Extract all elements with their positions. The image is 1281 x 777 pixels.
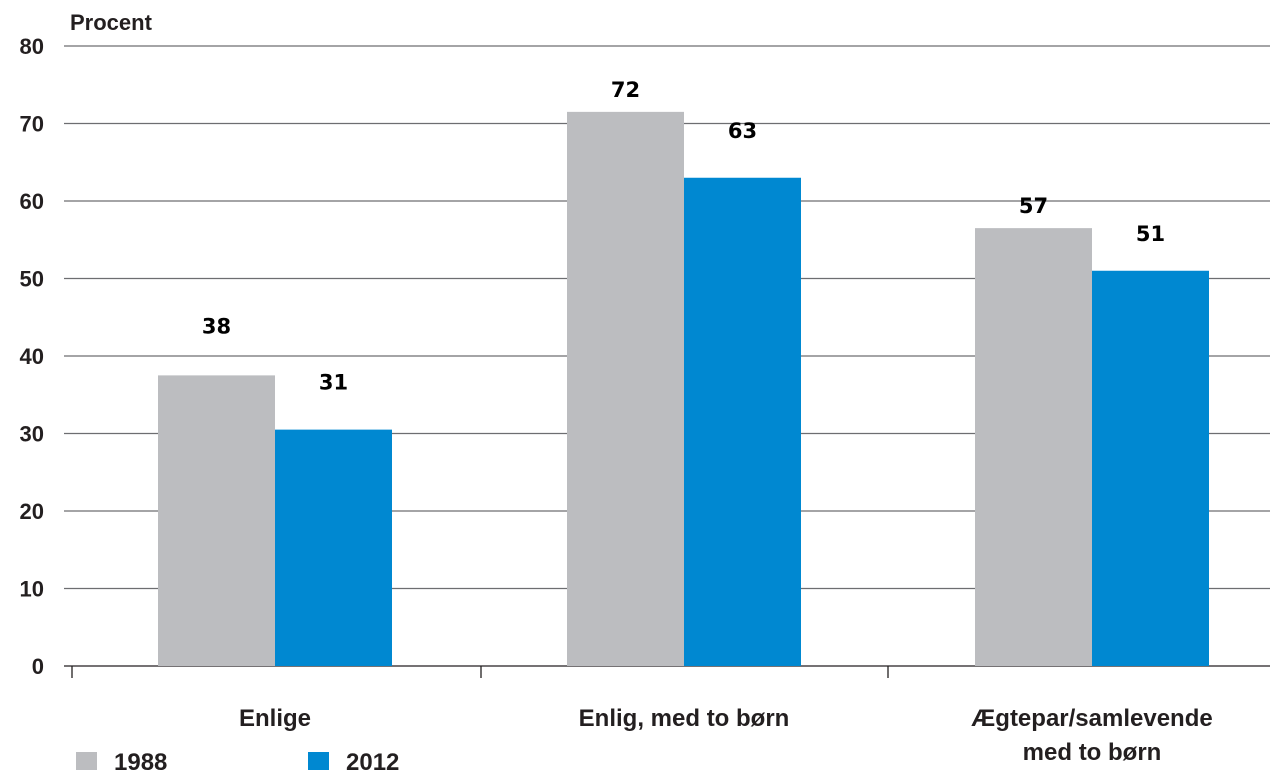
x-axis-labels: Enlige Enlig, med to børn Ægtepar/samleven… (239, 705, 1213, 766)
y-tick-label: 10 (20, 577, 44, 602)
data-label: 63 (728, 119, 757, 143)
y-tick-label: 0 (32, 654, 44, 679)
data-label: 51 (1136, 222, 1165, 246)
x-category-label: Enlige (239, 705, 311, 732)
data-label: 38 (202, 314, 231, 338)
y-axis-unit-label: Procent (70, 10, 153, 35)
bar-2012-2 (1092, 270, 1209, 666)
bar-2012-1 (684, 177, 801, 666)
y-tick-label: 20 (20, 499, 44, 524)
legend: 1988 2012 (76, 749, 399, 776)
legend-label: 2012 (346, 749, 399, 776)
bar-1988-1 (567, 111, 684, 666)
y-tick-label: 60 (20, 189, 44, 214)
legend-swatch-1988 (76, 752, 97, 770)
legend-label: 1988 (114, 749, 167, 776)
y-tick-label: 30 (20, 422, 44, 447)
bar-1988-0 (158, 375, 275, 666)
bar-1988-2 (975, 228, 1092, 666)
x-category-label: med to børn (1023, 739, 1162, 766)
x-category-label: Ægtepar/samlevende (971, 705, 1212, 732)
bar-2012-0 (275, 429, 392, 666)
data-labels: 38 72 57 31 63 51 (202, 78, 1165, 395)
x-category-label: Enlig, med to børn (579, 705, 790, 732)
bars (158, 111, 1209, 666)
data-label: 31 (319, 371, 348, 395)
legend-swatch-2012 (308, 752, 329, 770)
y-tick-label: 50 (20, 267, 44, 292)
y-tick-label: 40 (20, 344, 44, 369)
y-tick-label: 70 (20, 112, 44, 137)
data-label: 57 (1019, 194, 1048, 218)
y-tick-label: 80 (20, 34, 44, 59)
data-label: 72 (611, 78, 640, 102)
